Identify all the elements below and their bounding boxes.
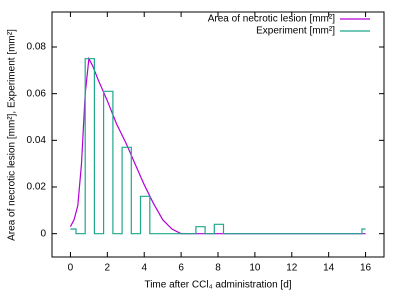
plot-frame [51,11,385,258]
x-tick-label: 6 [178,263,184,274]
y-tick-label: 0 [40,228,46,239]
y-tick-label: 0.06 [27,88,47,99]
x-tick-label: 2 [105,263,111,274]
series-line [69,56,366,235]
x-tick-label: 0 [68,263,74,274]
x-axis-title: Time after CCl₄ administration [d] [144,280,291,291]
x-tick-label: 16 [360,263,372,274]
x-tick-label: 12 [286,263,298,274]
x-tick-label: 14 [323,263,335,274]
x-tick-label: 8 [215,263,221,274]
x-tick-label: 10 [249,263,261,274]
series-line [70,58,366,235]
y-tick-label: 0.04 [27,135,47,146]
y-tick-label: 0.02 [27,182,47,193]
y-tick-label: 0.08 [27,42,47,53]
y-axis-title: Area of necrotic lesion [mm²], Experimen… [7,29,18,241]
legend-label: Area of necrotic lesion [mm²] [208,14,335,25]
x-tick-label: 4 [141,263,147,274]
legend-label: Experiment [mm²] [256,26,335,37]
